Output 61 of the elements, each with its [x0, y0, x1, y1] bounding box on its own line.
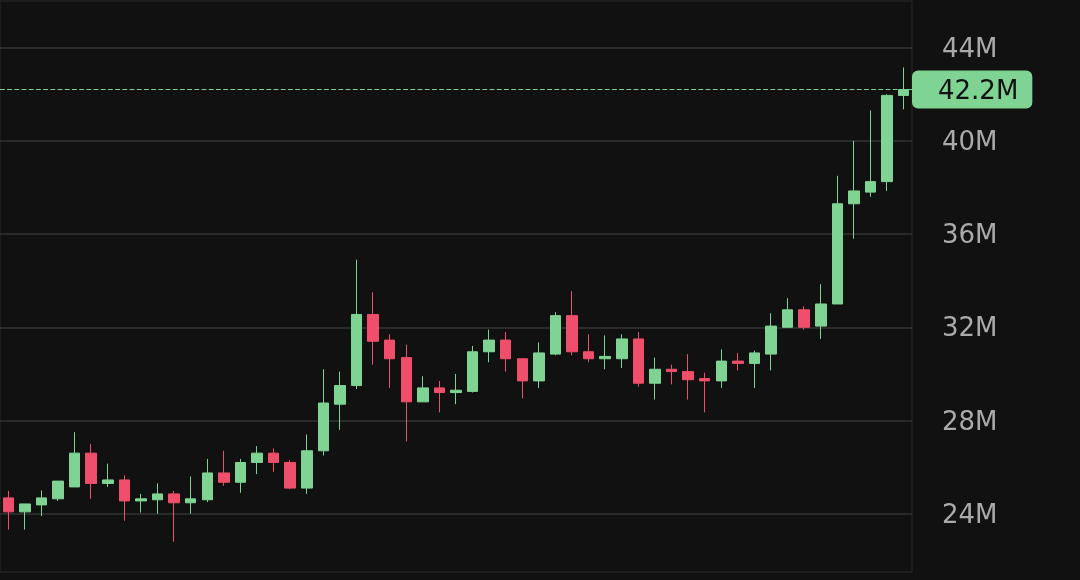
candlestick — [168, 490, 180, 543]
candlestick — [682, 353, 694, 401]
candlestick — [732, 352, 744, 371]
candlestick — [334, 371, 346, 431]
candlestick — [483, 329, 495, 363]
candlestick — [881, 93, 893, 192]
candlestick — [583, 333, 594, 363]
candlestick — [284, 459, 296, 490]
candlestick — [666, 364, 677, 385]
ref-line-label: 42.2M — [938, 74, 1019, 105]
y-tick-label: 36M — [942, 219, 998, 250]
candlestick — [649, 357, 661, 401]
candlestick — [135, 493, 147, 514]
candlestick — [716, 348, 727, 389]
candlestick — [467, 345, 478, 394]
candlestick — [749, 350, 760, 389]
candlestick — [616, 333, 628, 369]
candlestick — [69, 431, 80, 488]
candlestick — [235, 458, 246, 494]
candlestick — [218, 450, 230, 487]
candlestick — [798, 305, 810, 331]
candlestick — [401, 344, 412, 442]
candlestick — [434, 380, 445, 413]
y-tick-label: 44M — [942, 32, 998, 63]
candlestick — [52, 480, 64, 502]
candlestick — [782, 297, 793, 328]
y-tick-label: 28M — [942, 405, 998, 436]
candlestick — [517, 358, 528, 399]
candlestick — [865, 110, 876, 198]
candlestick — [119, 474, 130, 522]
candlestick — [351, 259, 362, 390]
candlestick — [815, 283, 827, 340]
candlestick — [417, 375, 429, 403]
candlestick — [699, 372, 710, 413]
candlestick — [450, 373, 462, 405]
candlestick — [566, 290, 578, 356]
candlestick — [36, 489, 47, 517]
candlestick — [832, 175, 843, 305]
candlestick — [301, 433, 313, 495]
candlestick — [202, 458, 213, 503]
y-tick-label: 32M — [942, 312, 998, 343]
y-tick-label: 40M — [942, 125, 998, 156]
candlestick — [19, 503, 31, 531]
candlestick — [152, 482, 163, 515]
candlestick — [533, 341, 545, 389]
candlestick — [765, 312, 777, 371]
candlestick — [500, 331, 511, 373]
candlestick — [599, 334, 611, 370]
candlestick — [85, 443, 97, 500]
candlestick — [251, 445, 263, 475]
candlestick — [384, 333, 395, 389]
candlestick — [633, 331, 644, 388]
candlestick — [268, 447, 279, 473]
candlestick — [102, 463, 114, 488]
y-tick-label: 24M — [942, 498, 998, 529]
candlestick — [318, 368, 329, 456]
candlestick — [3, 490, 14, 531]
candlestick — [550, 311, 561, 356]
candlestick — [185, 475, 196, 515]
candlestick — [848, 140, 860, 240]
candlestick — [367, 291, 379, 366]
